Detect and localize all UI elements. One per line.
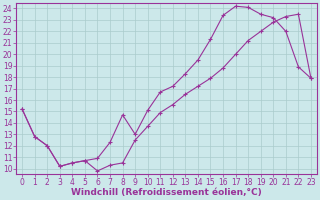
X-axis label: Windchill (Refroidissement éolien,°C): Windchill (Refroidissement éolien,°C) [71, 188, 262, 197]
